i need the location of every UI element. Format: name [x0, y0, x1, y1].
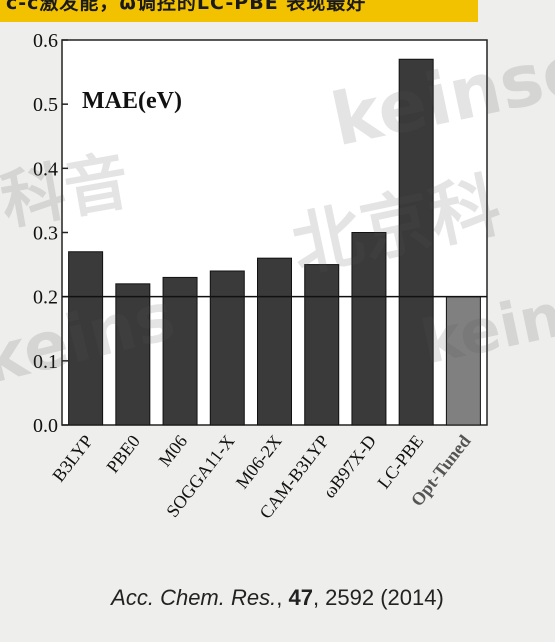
citation-journal: Acc. Chem. Res. — [111, 585, 277, 610]
bar-6 — [351, 232, 387, 426]
bar-4 — [257, 257, 292, 426]
y-tick-label: 0.6 — [33, 30, 58, 52]
bar-2 — [162, 276, 198, 426]
y-tick-label: 0.4 — [33, 158, 58, 180]
banner-text: c-c激发能，ω调控的LC-PBE 表现最好 — [6, 0, 367, 14]
citation-sep-1: , — [276, 585, 289, 610]
y-tick-label: 0.2 — [33, 287, 58, 309]
bar-7 — [398, 58, 434, 426]
bar-0 — [68, 251, 104, 426]
citation-pages: 2592 (2014) — [325, 585, 444, 610]
bar-8 — [445, 296, 481, 426]
highlight-banner: c-c激发能，ω调控的LC-PBE 表现最好 — [0, 0, 478, 22]
y-tick-label: 0.3 — [33, 223, 58, 245]
x-tick-label: B3LYP — [48, 431, 97, 485]
bar-3 — [209, 270, 245, 426]
y-tick-label: 0.1 — [33, 351, 58, 373]
citation-sep-2: , — [312, 585, 326, 610]
bar-1 — [115, 283, 151, 426]
x-tick-label: PBE0 — [102, 431, 144, 476]
citation-volume: 47 — [288, 585, 313, 610]
citation: Acc. Chem. Res., 47, 2592 (2014) — [0, 585, 555, 611]
y-tick-label: 0.5 — [33, 94, 58, 116]
x-tick-label: M06 — [155, 431, 192, 470]
bar-5 — [304, 264, 340, 426]
y-tick-label: 0.0 — [33, 415, 58, 437]
chart-title: MAE(eV) — [82, 88, 182, 114]
